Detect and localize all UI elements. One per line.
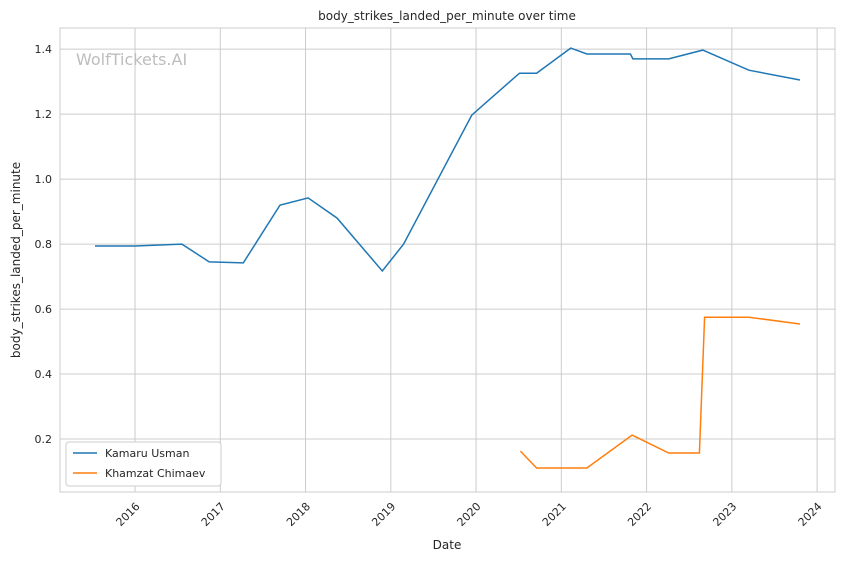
- legend-label-usman: Kamaru Usman: [105, 447, 189, 460]
- x-tick-label: 2016: [114, 500, 143, 529]
- y-tick-label: 1.2: [35, 108, 53, 121]
- x-tick-label: 2024: [796, 500, 825, 529]
- x-tick-label: 2020: [455, 500, 484, 529]
- x-tick-label: 2021: [540, 500, 569, 529]
- x-tick-label: 2019: [369, 500, 398, 529]
- x-axis-label: Date: [433, 538, 462, 552]
- y-tick-label: 0.6: [35, 303, 53, 316]
- series-line-usman: [95, 47, 801, 273]
- x-tick-label: 2023: [710, 500, 739, 529]
- y-tick-label: 1.4: [35, 43, 53, 56]
- legend-label-chimaev: Khamzat Chimaev: [105, 467, 206, 480]
- y-axis-label: body_strikes_landed_per_minute: [9, 162, 23, 358]
- plot-area: [59, 27, 836, 493]
- watermark: WolfTickets.AI: [76, 50, 187, 69]
- x-tick-label: 2018: [284, 500, 313, 529]
- y-tick-label: 1.0: [35, 173, 53, 186]
- y-tick-label: 0.4: [35, 368, 53, 381]
- x-tick-label: 2017: [199, 500, 228, 529]
- series-line-chimaev: [519, 316, 801, 469]
- x-tick-label: 2022: [625, 500, 654, 529]
- y-tick-label: 0.8: [35, 238, 53, 251]
- chart-title: body_strikes_landed_per_minute over time: [318, 9, 576, 23]
- y-tick-label: 0.2: [35, 433, 53, 446]
- legend: Kamaru Usman Khamzat Chimaev: [65, 441, 222, 487]
